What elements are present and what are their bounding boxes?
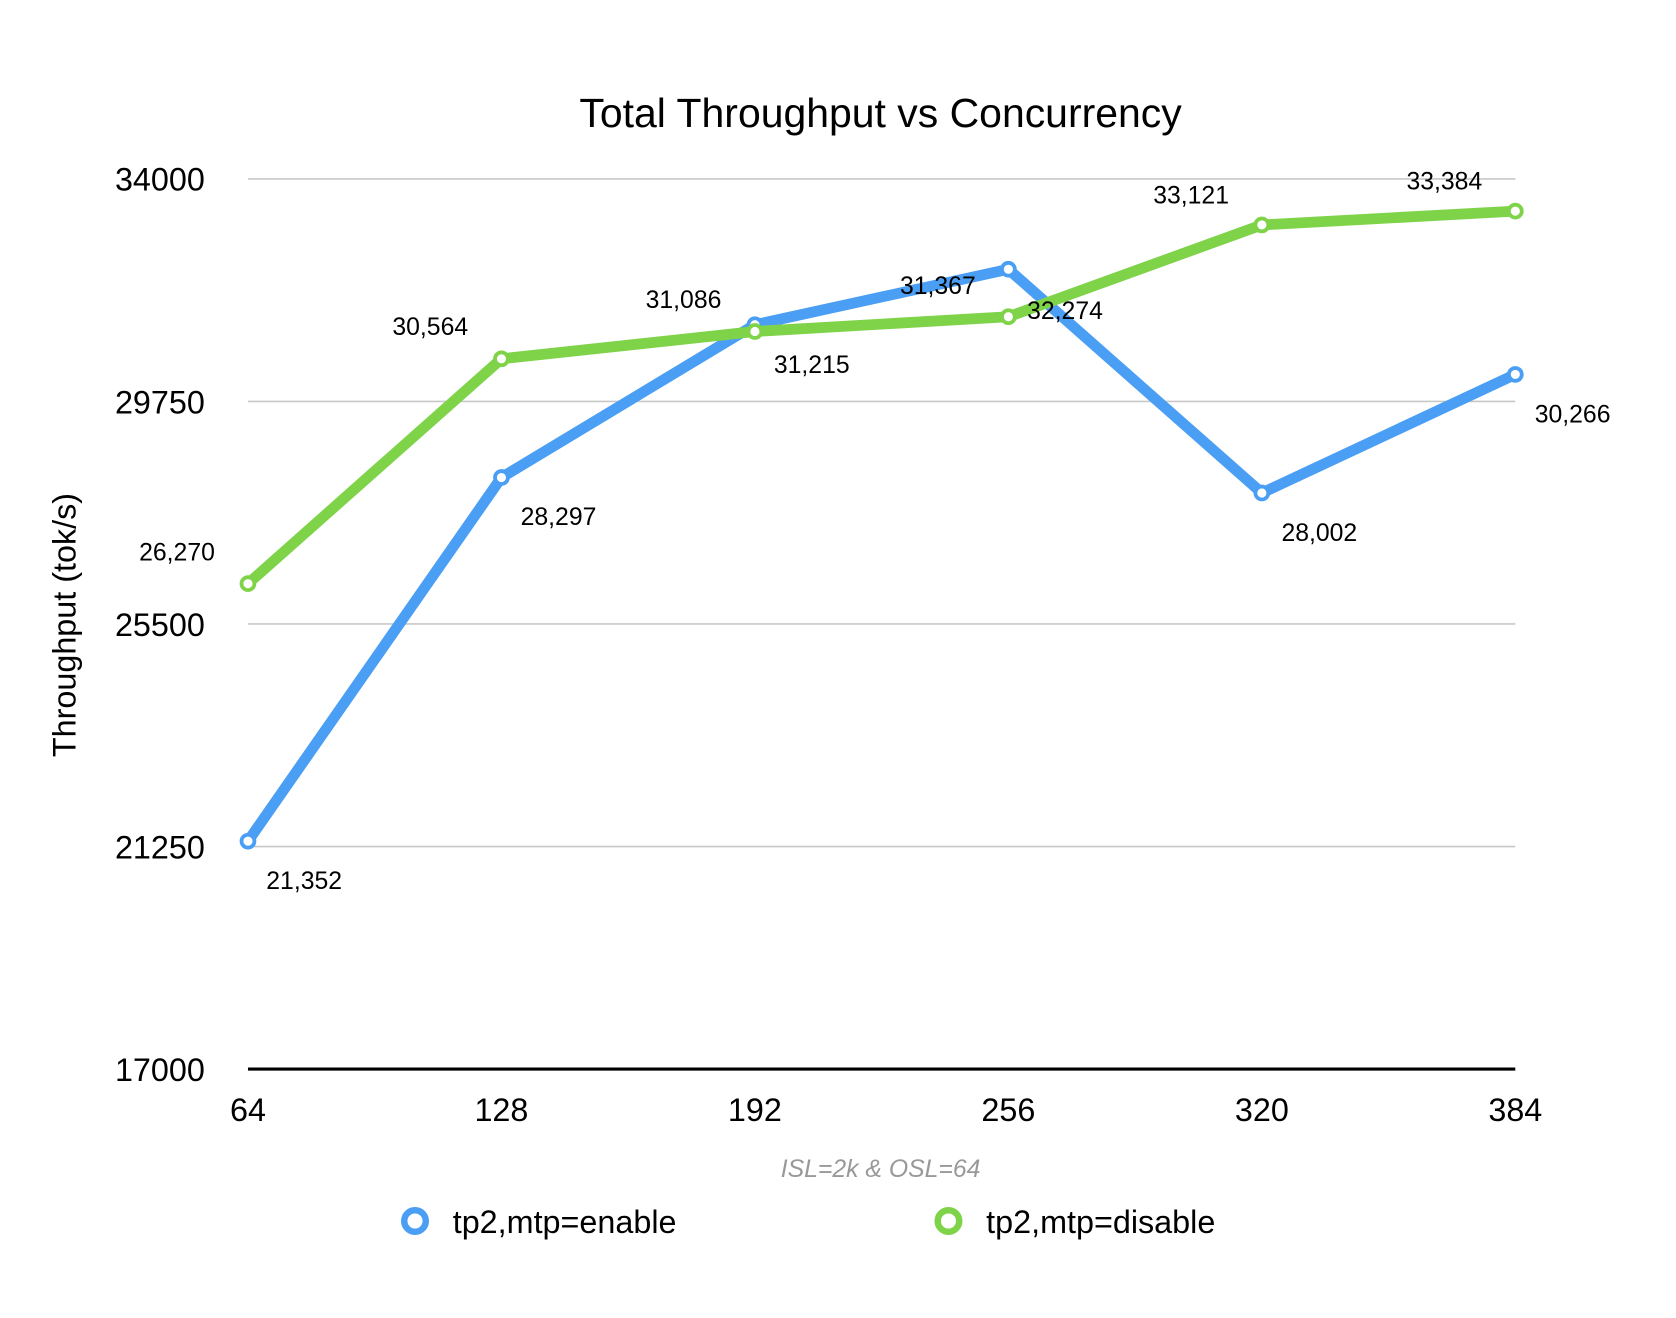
data-label: 31,367 [900, 273, 976, 300]
x-tick-label: 320 [1235, 1092, 1289, 1128]
y-tick-label: 34000 [115, 162, 205, 198]
y-tick-label: 17000 [115, 1052, 205, 1088]
data-label: 26,270 [139, 539, 215, 566]
data-point [746, 323, 764, 340]
legend-label: tp2,mtp=disable [986, 1204, 1215, 1240]
data-point [1506, 366, 1524, 383]
y-tick-label: 29750 [115, 384, 205, 420]
data-label: 32,274 [1027, 298, 1103, 325]
data-point [239, 575, 257, 593]
x-tick-label: 384 [1488, 1092, 1542, 1128]
x-tick-label: 64 [230, 1092, 266, 1128]
data-point [239, 832, 257, 850]
data-point [1253, 216, 1271, 234]
x-tick-label: 128 [474, 1092, 528, 1128]
data-point [493, 350, 510, 368]
data-label: 31,215 [774, 352, 850, 379]
legend-label: tp2,mtp=enable [453, 1204, 677, 1240]
data-point [1000, 308, 1017, 326]
data-label: 33,384 [1406, 169, 1482, 196]
y-tick-label: 21250 [115, 829, 205, 865]
x-tick-label: 256 [981, 1092, 1035, 1128]
y-axis-label: Throughput (tok/s) [47, 493, 83, 757]
data-point [1506, 202, 1524, 220]
chart-title: Total Throughput vs Concurrency [579, 90, 1182, 136]
data-label: 30,564 [392, 314, 468, 341]
legend-marker [934, 1206, 963, 1236]
legend-marker [401, 1206, 430, 1236]
data-point [1253, 484, 1271, 502]
x-axis-label: ISL=2k & OSL=64 [781, 1156, 981, 1183]
series-line [242, 205, 1521, 590]
data-label: 33,121 [1153, 183, 1229, 210]
data-label: 31,086 [646, 287, 722, 314]
data-label: 21,352 [266, 868, 342, 895]
data-label: 28,002 [1281, 520, 1357, 547]
series-line [242, 263, 1521, 847]
data-label: 28,297 [521, 504, 597, 531]
y-tick-label: 25500 [115, 607, 205, 643]
x-tick-label: 192 [728, 1092, 782, 1128]
data-point [493, 469, 510, 486]
data-point [1000, 260, 1017, 278]
data-label: 30,266 [1535, 401, 1611, 428]
